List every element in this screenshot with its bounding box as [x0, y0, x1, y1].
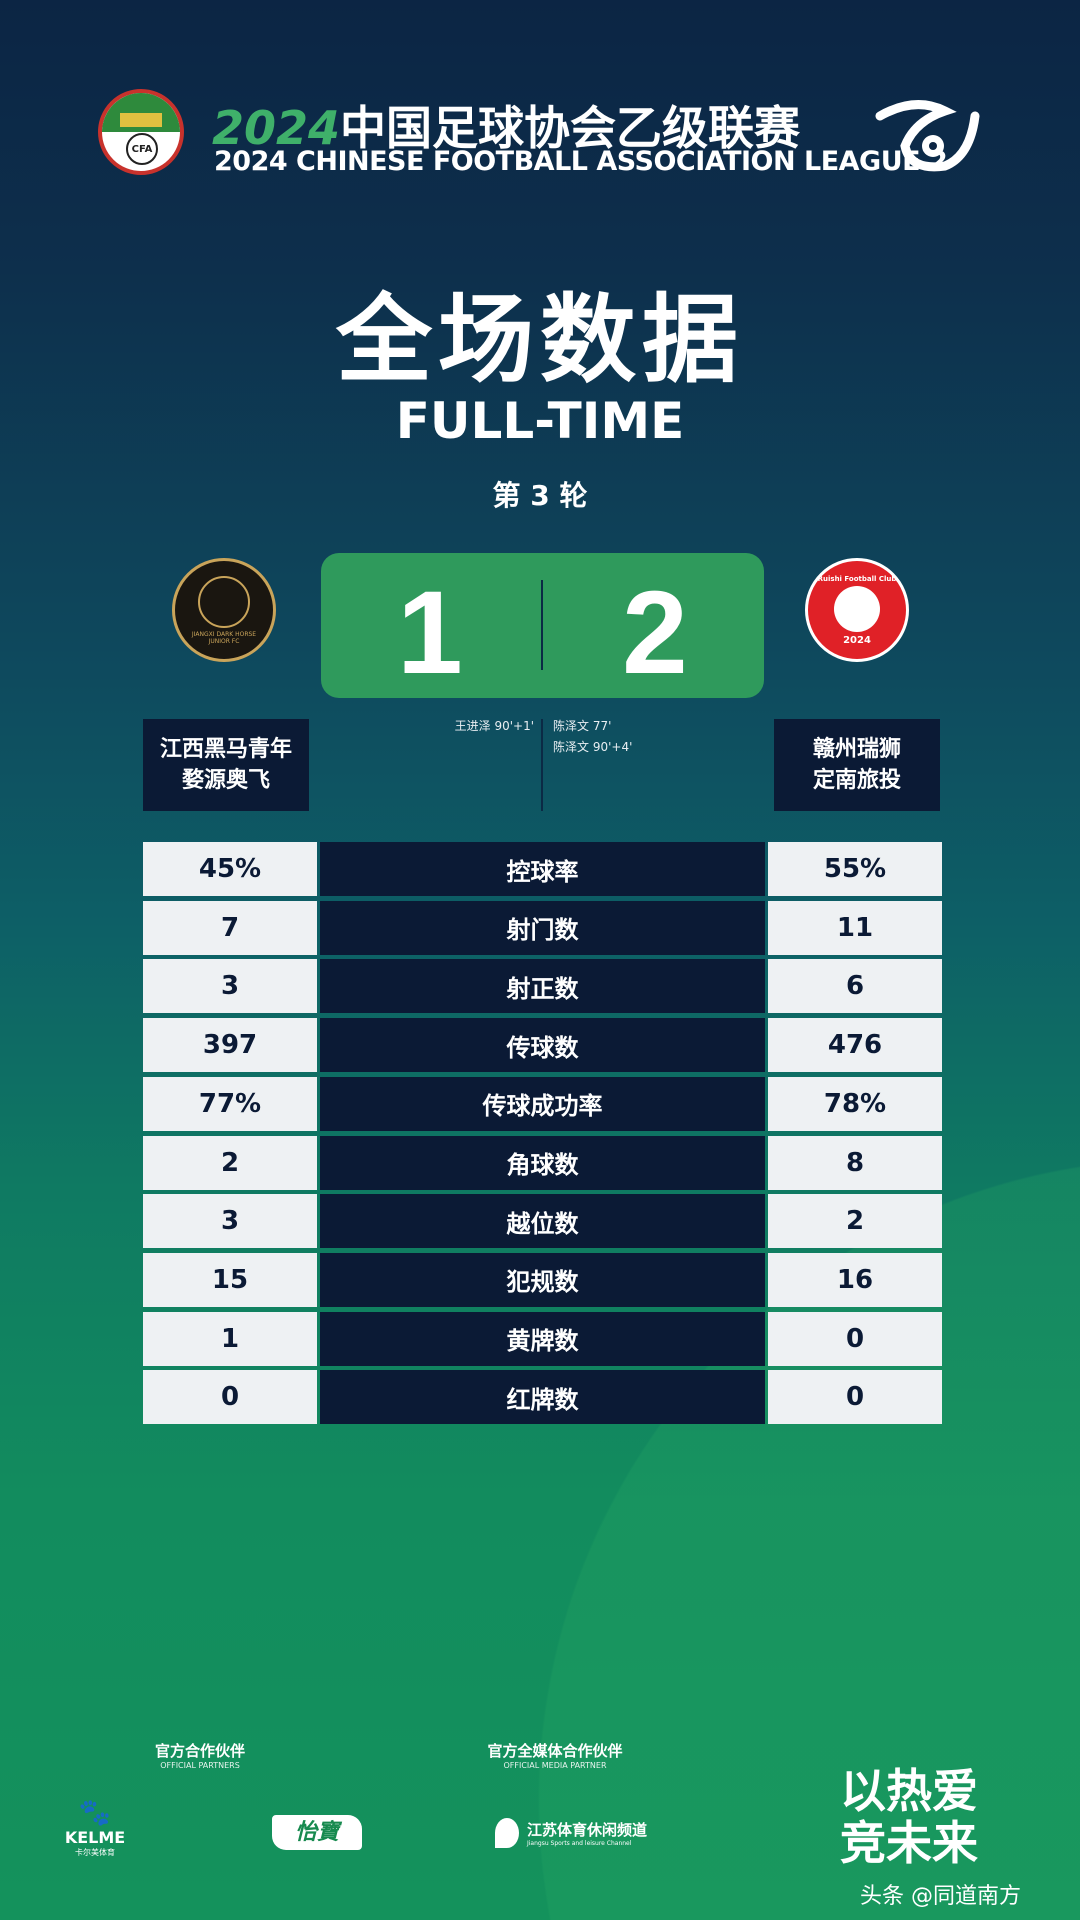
stat-row: 77% 传球成功率 78% [143, 1076, 942, 1131]
slogan-line2: 竞未来 [840, 1816, 978, 1870]
away-stat-value: 6 [768, 959, 942, 1014]
slogan-line1: 以热爱 [840, 1764, 978, 1818]
watermark: 头条 @同道南方 [860, 1884, 1021, 1909]
cfa-logo: CFA [98, 89, 184, 175]
home-score: 1 [397, 567, 463, 699]
stat-label: 传球成功率 [320, 1076, 765, 1131]
score-divider [541, 580, 543, 670]
home-stat-value: 15 [143, 1252, 317, 1307]
away-stat-value: 0 [768, 1370, 942, 1425]
away-scorer: 陈泽文 90'+4' [553, 740, 633, 754]
home-team-line: 婺源奥飞 [181, 768, 270, 793]
away-stat-value: 476 [768, 1018, 942, 1073]
scorer-divider [541, 719, 543, 811]
stat-label: 控球率 [320, 842, 765, 896]
away-stat-value: 0 [768, 1311, 942, 1366]
page-title: 全场数据 [336, 284, 744, 396]
jiangsu-icon [495, 1818, 519, 1848]
away-stat-value: 8 [768, 1135, 942, 1190]
cfa-logo-text: CFA [126, 133, 158, 165]
home-stat-value: 77% [143, 1076, 317, 1131]
stat-row: 15 犯规数 16 [143, 1252, 942, 1307]
page-subtitle: FULL-TIME [395, 392, 685, 450]
partners-en: OFFICIAL PARTNERS [160, 1761, 240, 1770]
away-stat-value: 16 [768, 1252, 942, 1307]
stat-row: 3 射正数 6 [143, 959, 942, 1014]
media-heading: 官方全媒体合作伙伴 OFFICIAL MEDIA PARTNER [475, 1740, 635, 1770]
stat-label: 射正数 [320, 959, 765, 1014]
stat-row: 0 红牌数 0 [143, 1370, 942, 1425]
partners-heading: 官方合作伙伴 OFFICIAL PARTNERS [130, 1740, 270, 1770]
away-team-logo: Ruishi Football Club 2024 [805, 558, 909, 662]
home-stat-value: 1 [143, 1311, 317, 1366]
kelme-text: KELME [64, 1828, 126, 1847]
kelme-cn: 卡尔美体育 [75, 1848, 115, 1857]
stat-row: 2 角球数 8 [143, 1135, 942, 1190]
header-year: 2024 [212, 101, 341, 155]
yibao-logo: 怡寶 [272, 1815, 362, 1850]
media-cn: 官方全媒体合作伙伴 [487, 1742, 623, 1760]
media-en: OFFICIAL MEDIA PARTNER [503, 1761, 607, 1770]
away-logo-year: 2024 [843, 634, 871, 646]
league-logo [875, 100, 980, 172]
jiangsu-en: Jiangsu Sports and leisure Channel [527, 1840, 632, 1847]
stat-row: 3 越位数 2 [143, 1194, 942, 1249]
home-stat-value: 0 [143, 1370, 317, 1425]
away-logo-text: Ruishi Football Club [817, 574, 897, 583]
stat-label: 犯规数 [320, 1252, 765, 1307]
header-title-cn: 2024中国足球协会乙级联赛 [212, 92, 800, 158]
stat-label: 红牌数 [320, 1370, 765, 1425]
stat-row: 7 射门数 11 [143, 900, 942, 955]
jiangsu-logo: 江苏体育休闲频道 Jiangsu Sports and leisure Chan… [495, 1818, 647, 1848]
away-scorer: 陈泽文 77' [553, 719, 612, 733]
away-team-line: 赣州瑞狮 [812, 737, 901, 762]
home-stat-value: 45% [143, 842, 317, 896]
home-scorer: 王进泽 90'+1' [454, 719, 534, 733]
away-stat-value: 2 [768, 1194, 942, 1249]
away-team-name: 赣州瑞狮 定南旅投 [774, 719, 940, 811]
away-stat-value: 55% [768, 842, 942, 896]
home-team-line: 江西黑马青年 [159, 737, 292, 762]
home-team-name: 江西黑马青年 婺源奥飞 [143, 719, 309, 811]
stat-label: 射门数 [320, 900, 765, 955]
jiangsu-cn: 江苏体育休闲频道 [527, 1821, 648, 1839]
slogan: 以热爱 竞未来 [840, 1765, 978, 1869]
home-stat-value: 397 [143, 1018, 317, 1073]
home-stat-value: 3 [143, 959, 317, 1014]
stat-row: 45% 控球率 55% [143, 842, 942, 896]
kelme-logo: 🐾 KELME 卡尔美体育 [55, 1798, 135, 1858]
away-score: 2 [622, 567, 688, 699]
stat-label: 传球数 [320, 1018, 765, 1073]
home-logo-text: JIANGXI DARK HORSE JUNIOR FC [191, 630, 257, 645]
partners-cn: 官方合作伙伴 [154, 1742, 245, 1760]
stat-row: 1 黄牌数 0 [143, 1311, 942, 1366]
paw-icon: 🐾 [78, 1798, 112, 1828]
home-stat-value: 3 [143, 1194, 317, 1249]
away-stat-value: 11 [768, 900, 942, 955]
home-team-logo: JIANGXI DARK HORSE JUNIOR FC [172, 558, 276, 662]
stat-label: 黄牌数 [320, 1311, 765, 1366]
header-title-en: 2024 CHINESE FOOTBALL ASSOCIATION LEAGUE… [214, 146, 948, 177]
stat-row: 397 传球数 476 [143, 1018, 942, 1073]
home-stat-value: 2 [143, 1135, 317, 1190]
stat-label: 角球数 [320, 1135, 765, 1190]
stat-label: 越位数 [320, 1194, 765, 1249]
home-stat-value: 7 [143, 900, 317, 955]
header-title-cn-text: 中国足球协会乙级联赛 [340, 101, 801, 155]
round-label: 第 3 轮 [492, 479, 588, 512]
away-team-line: 定南旅投 [812, 768, 901, 793]
away-stat-value: 78% [768, 1076, 942, 1131]
